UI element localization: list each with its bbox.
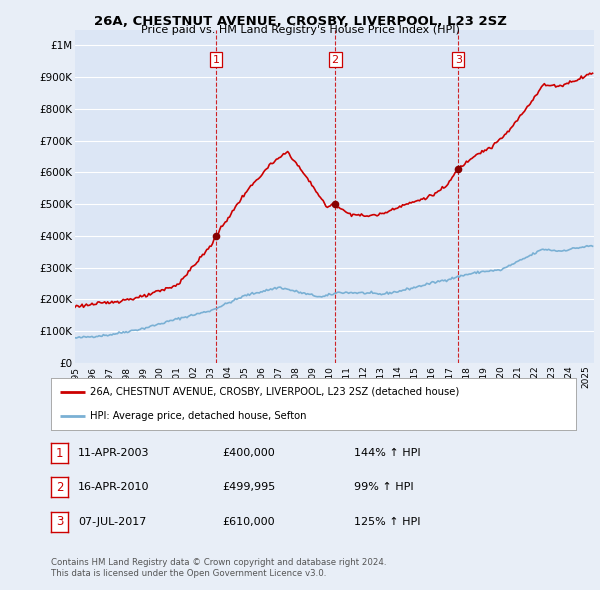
Text: 1: 1 (212, 55, 220, 65)
Text: 26A, CHESTNUT AVENUE, CROSBY, LIVERPOOL, L23 2SZ: 26A, CHESTNUT AVENUE, CROSBY, LIVERPOOL,… (94, 15, 506, 28)
Text: 3: 3 (56, 515, 63, 528)
Text: £499,995: £499,995 (222, 483, 275, 492)
Text: 1: 1 (56, 447, 63, 460)
Text: This data is licensed under the Open Government Licence v3.0.: This data is licensed under the Open Gov… (51, 569, 326, 578)
Text: 26A, CHESTNUT AVENUE, CROSBY, LIVERPOOL, L23 2SZ (detached house): 26A, CHESTNUT AVENUE, CROSBY, LIVERPOOL,… (91, 386, 460, 396)
Text: 125% ↑ HPI: 125% ↑ HPI (354, 517, 421, 526)
Text: 3: 3 (455, 55, 462, 65)
Text: HPI: Average price, detached house, Sefton: HPI: Average price, detached house, Seft… (91, 411, 307, 421)
Text: 99% ↑ HPI: 99% ↑ HPI (354, 483, 413, 492)
Text: 07-JUL-2017: 07-JUL-2017 (78, 517, 146, 526)
Text: 2: 2 (332, 55, 339, 65)
Text: 2: 2 (56, 481, 63, 494)
Text: £400,000: £400,000 (222, 448, 275, 458)
Text: 11-APR-2003: 11-APR-2003 (78, 448, 149, 458)
Text: Price paid vs. HM Land Registry's House Price Index (HPI): Price paid vs. HM Land Registry's House … (140, 25, 460, 35)
Text: 16-APR-2010: 16-APR-2010 (78, 483, 149, 492)
Text: Contains HM Land Registry data © Crown copyright and database right 2024.: Contains HM Land Registry data © Crown c… (51, 558, 386, 567)
Text: 144% ↑ HPI: 144% ↑ HPI (354, 448, 421, 458)
Text: £610,000: £610,000 (222, 517, 275, 526)
